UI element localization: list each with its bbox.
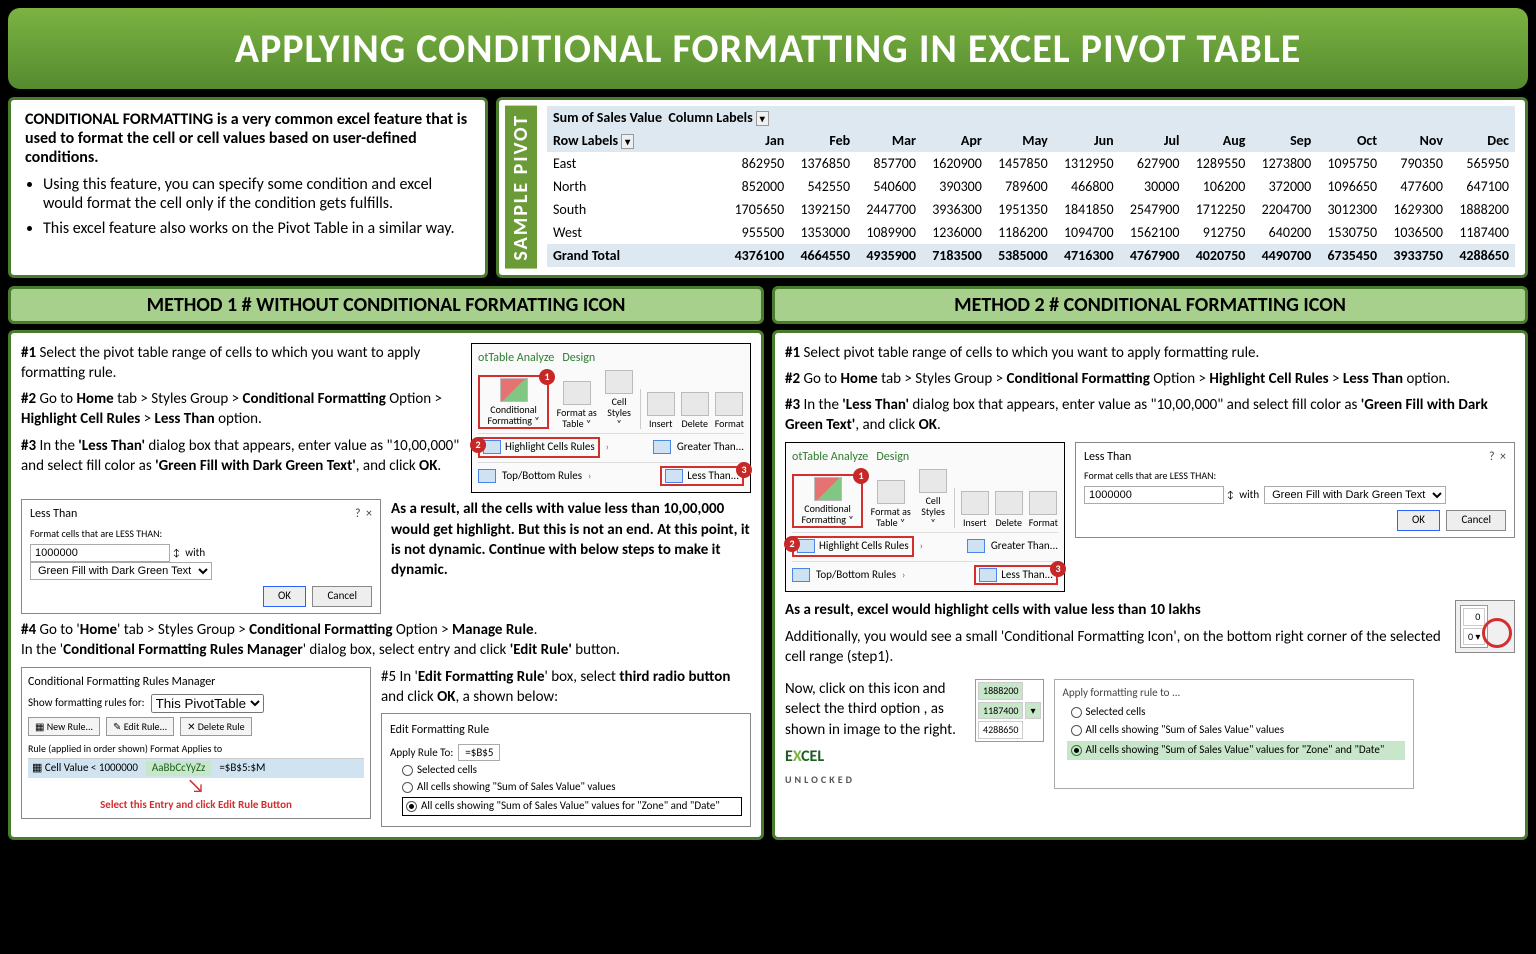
radio-all-sum-values[interactable]: All cells showing "Sum of Sales Value" v… bbox=[402, 780, 742, 795]
rules-manager-dialog: Conditional Formatting Rules Manager Sho… bbox=[21, 667, 371, 820]
sample-pivot-label: SAMPLE PIVOT bbox=[505, 106, 537, 269]
highlight-cells-rules-menu[interactable]: 2 Highlight Cells Rules bbox=[792, 536, 914, 557]
rules-scope-select[interactable]: This PivotTable bbox=[151, 694, 264, 713]
m1-step5: #5 In 'Edit Formatting Rule' box, select… bbox=[381, 667, 751, 708]
conditional-formatting-button[interactable]: 1 Conditional Formatting ˅ bbox=[478, 375, 549, 429]
method-2-header: METHOD 2 # CONDITIONAL FORMATTING ICON bbox=[772, 286, 1528, 324]
popup-radio-selected[interactable]: Selected cells bbox=[1071, 705, 1405, 720]
delete-rule-button[interactable]: ✕ Delete Rule bbox=[180, 717, 251, 737]
m2-step3: #3 In the 'Less Than' dialog box that ap… bbox=[785, 395, 1515, 436]
popup-radio-all-sum-zone-date[interactable]: All cells showing "Sum of Sales Value" v… bbox=[1067, 741, 1405, 760]
less-than-value-input[interactable] bbox=[1084, 486, 1224, 504]
less-than-fill-select[interactable]: Green Fill with Dark Green Text bbox=[30, 562, 212, 580]
less-than-value-input[interactable] bbox=[30, 544, 170, 562]
dialog-help-close[interactable]: ? × bbox=[355, 506, 372, 522]
popup-radio-all-sum[interactable]: All cells showing "Sum of Sales Value" v… bbox=[1071, 723, 1405, 738]
intro-panel: CONDITIONAL FORMATTING is a very common … bbox=[8, 97, 488, 278]
excel-unlocked-logo: EXCEL UNLOCKED bbox=[785, 746, 965, 789]
m1-step4: #4 Go to 'Home' tab > Styles Group > Con… bbox=[21, 620, 751, 661]
m2-result-3: Now, click on this icon and select the t… bbox=[785, 679, 965, 740]
method-1-header: METHOD 1 # WITHOUT CONDITIONAL FORMATTIN… bbox=[8, 286, 764, 324]
m2-step1: #1 Select pivot table range of cells to … bbox=[785, 343, 1515, 363]
radio-selected-cells[interactable]: Selected cells bbox=[402, 763, 742, 778]
conditional-formatting-button[interactable]: 1 Conditional Formatting ˅ bbox=[792, 474, 863, 528]
edit-rule-button[interactable]: ✎ Edit Rule... bbox=[106, 717, 174, 737]
less-than-menu[interactable]: 3 Less Than... bbox=[974, 565, 1058, 586]
m2-step2: #2 Go to Home tab > Styles Group > Condi… bbox=[785, 369, 1515, 389]
dialog-help-close[interactable]: ? × bbox=[1489, 449, 1506, 465]
intro-bullet: This excel feature also works on the Piv… bbox=[43, 219, 471, 238]
m1-step3: #3 In the 'Less Than' dialog box that ap… bbox=[21, 436, 461, 477]
less-than-menu[interactable]: 3 Less Than... bbox=[660, 466, 744, 487]
ok-button[interactable]: OK bbox=[1397, 510, 1440, 531]
less-than-dialog: Less Than? × Format cells that are LESS … bbox=[21, 499, 381, 614]
page-title: APPLYING CONDITIONAL FORMATTING IN EXCEL… bbox=[8, 8, 1528, 89]
m1-step2: #2 Go to Home tab > Styles Group > Condi… bbox=[21, 389, 461, 430]
m2-result-bold: As a result, excel would highlight cells… bbox=[785, 600, 1445, 620]
less-than-dialog-2: Less Than? × Format cells that are LESS … bbox=[1075, 442, 1515, 539]
edit-rule-callout: Select this Entry and click Edit Rule Bu… bbox=[28, 798, 364, 813]
intro-bullet: Using this feature, you can specify some… bbox=[43, 175, 471, 213]
new-rule-button[interactable]: ▦ New Rule... bbox=[28, 717, 100, 737]
cf-icon-popup: Apply formatting rule to ... Selected ce… bbox=[1054, 679, 1414, 789]
mini-cells: 1888200 1187400▾ 4288650 bbox=[975, 679, 1044, 742]
radio-all-sum-zone-date[interactable]: All cells showing "Sum of Sales Value" v… bbox=[402, 797, 742, 816]
ribbon-screenshot-2: otTable Analyze Design 1 Conditional For… bbox=[785, 442, 1065, 593]
method-1: METHOD 1 # WITHOUT CONDITIONAL FORMATTIN… bbox=[8, 286, 764, 840]
edit-formatting-rule-dialog: Edit Formatting Rule Apply Rule To: =$B$… bbox=[381, 713, 751, 827]
cancel-button[interactable]: Cancel bbox=[1446, 510, 1506, 531]
sample-pivot-panel: SAMPLE PIVOT Sum of Sales Value Column L… bbox=[496, 97, 1528, 278]
cancel-button[interactable]: Cancel bbox=[312, 586, 372, 607]
ok-button[interactable]: OK bbox=[263, 586, 306, 607]
pivot-table: Sum of Sales Value Column Labels▾Row Lab… bbox=[547, 106, 1515, 269]
m2-result-2: Additionally, you would see a small 'Con… bbox=[785, 627, 1445, 668]
highlight-cells-rules-menu[interactable]: 2 Highlight Cells Rules bbox=[478, 437, 600, 458]
intro-lead: CONDITIONAL FORMATTING is a very common … bbox=[25, 110, 471, 167]
m1-result-text: As a result, all the cells with value le… bbox=[391, 499, 751, 614]
m1-step1: #1 Select the pivot table range of cells… bbox=[21, 343, 461, 384]
less-than-fill-select[interactable]: Green Fill with Dark Green Text bbox=[1264, 486, 1446, 504]
ribbon-screenshot: otTable Analyze Design 1 Conditional For… bbox=[471, 343, 751, 494]
method-2: METHOD 2 # CONDITIONAL FORMATTING ICON #… bbox=[772, 286, 1528, 840]
cf-icon-callout: 00 ▾ bbox=[1455, 600, 1515, 653]
